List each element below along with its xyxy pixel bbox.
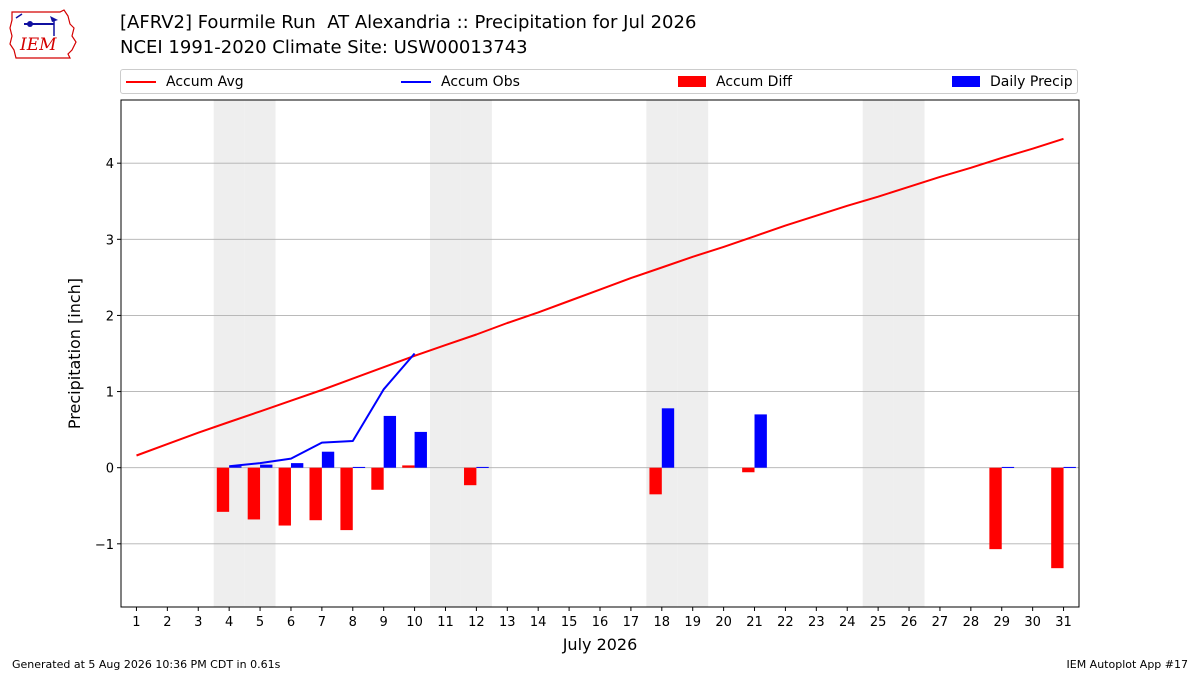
legend-item-accum-obs: Accum Obs [401,70,520,93]
legend-label-accum-obs: Accum Obs [441,73,520,90]
xtick-label-4: 4 [225,615,233,630]
xtick-label-21: 21 [746,615,763,630]
xtick-label-5: 5 [256,615,264,630]
accum-diff-bar-29 [989,467,1002,550]
weekend-band-25 [862,100,894,607]
accum-diff-bar-5 [247,467,261,520]
xtick-label-20: 20 [715,615,732,630]
ytick-label-1: 1 [106,386,114,401]
xtick-label-3: 3 [194,615,202,630]
xtick-label-19: 19 [684,615,701,630]
legend-item-accum-diff: Accum Diff [678,70,792,93]
daily-precip-bar-12 [476,466,489,468]
daily-precip-bar-7 [321,451,335,468]
legend: Accum Avg Accum Obs Accum Diff Daily Pre… [120,69,1078,94]
accum-diff-bar-31 [1051,467,1064,569]
accum-obs-line [229,352,416,468]
accum-diff-bar-7 [309,467,322,521]
xtick-label-23: 23 [808,615,825,630]
xtick-label-24: 24 [839,615,856,630]
daily-precip-bar-5 [260,464,273,468]
xtick-label-13: 13 [499,615,516,630]
weekend-band-19 [677,100,709,607]
weekend-band-5 [244,100,276,607]
xtick-label-16: 16 [592,615,609,630]
xtick-label-30: 30 [1024,615,1041,630]
xtick-label-8: 8 [349,615,357,630]
xtick-label-11: 11 [437,615,454,630]
xtick-label-10: 10 [406,615,423,630]
daily-precip-bar-4 [229,466,242,468]
ytick-label-2: 2 [106,309,114,324]
footer-generated: Generated at 5 Aug 2026 10:36 PM CDT in … [12,658,281,671]
accum-diff-bar-4 [216,467,230,512]
xtick-label-27: 27 [932,615,949,630]
xtick-label-1: 1 [132,615,140,630]
xtick-label-22: 22 [777,615,794,630]
daily-precip-bar-9 [383,415,397,468]
xtick-label-29: 29 [993,615,1010,630]
xtick-label-28: 28 [963,615,980,630]
xtick-label-17: 17 [623,615,640,630]
xtick-label-12: 12 [468,615,485,630]
legend-swatch-accum-diff [678,76,706,87]
chart-title: [AFRV2] Fourmile Run AT Alexandria :: Pr… [120,12,697,33]
ytick-label--1: −1 [95,538,114,553]
xtick-label-14: 14 [530,615,547,630]
legend-item-daily-precip: Daily Precip [952,70,1073,93]
daily-precip-bar-31 [1063,466,1076,468]
accum-diff-bar-18 [649,467,662,495]
y-axis-label: Precipitation [inch] [65,278,84,429]
xtick-label-31: 31 [1055,615,1072,630]
accum-diff-bar-10 [402,465,415,468]
legend-item-accum-avg: Accum Avg [126,70,244,93]
daily-precip-bar-6 [290,463,304,468]
accum-diff-bar-12 [464,467,477,486]
weekend-band-4 [213,100,245,607]
daily-precip-bar-18 [661,408,675,468]
weekend-band-18 [646,100,678,607]
legend-label-accum-diff: Accum Diff [716,73,793,90]
legend-swatch-daily-precip [952,76,980,87]
accum-diff-bar-8 [340,467,353,531]
footer-app: IEM Autoplot App #17 [1066,658,1189,671]
xtick-label-15: 15 [561,615,578,630]
weekend-band-12 [460,100,492,607]
accum-diff-bar-9 [371,467,384,490]
accum-avg-line [136,137,1064,457]
ytick-label-4: 4 [106,157,114,172]
logo-text: IEM [19,35,57,55]
daily-precip-bar-10 [414,431,427,468]
xtick-label-2: 2 [163,615,171,630]
accum-diff-bar-21 [742,467,755,473]
weekend-band-11 [430,100,461,607]
xtick-label-7: 7 [318,615,326,630]
legend-label-accum-avg: Accum Avg [166,73,244,90]
legend-swatch-accum-avg [126,80,156,83]
accum-diff-bar-6 [278,467,291,526]
ytick-label-0: 0 [106,462,114,477]
daily-precip-bar-8 [352,466,366,468]
xtick-label-6: 6 [287,615,295,630]
ytick-label-3: 3 [106,233,114,248]
daily-precip-bar-29 [1001,466,1015,468]
xtick-label-9: 9 [380,615,388,630]
daily-precip-bar-21 [754,414,767,468]
iem-logo: IEM [8,6,80,60]
legend-swatch-accum-obs [401,80,431,83]
weekend-band-26 [893,100,925,607]
legend-label-daily-precip: Daily Precip [990,73,1073,90]
xtick-label-26: 26 [901,615,918,630]
chart-subtitle: NCEI 1991-2020 Climate Site: USW00013743 [120,37,528,58]
xtick-label-18: 18 [654,615,671,630]
x-axis-label: July 2026 [562,635,638,654]
xtick-label-25: 25 [870,615,887,630]
